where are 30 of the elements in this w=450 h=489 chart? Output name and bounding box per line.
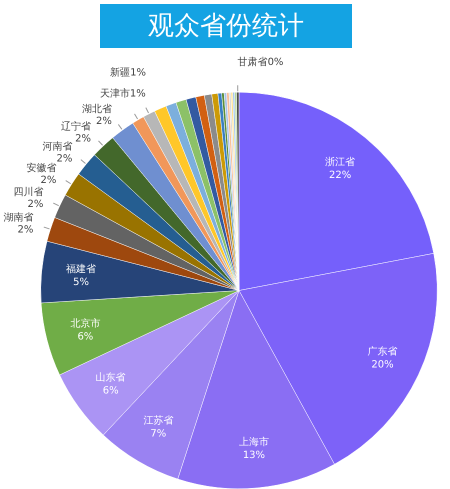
slice-label: 辽宁省 xyxy=(60,120,91,132)
data-label: 2% xyxy=(75,133,91,144)
data-label: 2% xyxy=(56,153,72,164)
slice-label: 新疆1% xyxy=(110,66,146,78)
data-label: 6% xyxy=(102,385,119,396)
data-label: 2% xyxy=(40,175,56,186)
slice-label: 安徽省 xyxy=(26,162,56,174)
slice-label: 江苏省 xyxy=(143,414,174,427)
slice-label: 福建省 xyxy=(66,263,96,276)
data-label: 2% xyxy=(96,116,112,128)
data-label: 6% xyxy=(77,332,94,343)
data-label: 13% xyxy=(242,450,266,461)
slice-label: 四川省 xyxy=(13,186,44,198)
data-label: 20% xyxy=(371,360,394,371)
slice-label: 浙江省 xyxy=(325,156,356,168)
slice-label: 山东省 xyxy=(96,371,126,384)
slice-label: 广东省 xyxy=(368,346,398,358)
slice-label: 北京市 xyxy=(70,318,100,330)
data-label: 5% xyxy=(73,277,90,288)
data-label: 22% xyxy=(328,170,352,181)
slice-label: 天津市1% xyxy=(100,88,146,100)
slice-label: 河南省 xyxy=(42,140,72,152)
data-label: 2% xyxy=(27,199,44,210)
data-label: 2% xyxy=(17,224,34,236)
slice-label: 上海市 xyxy=(238,436,269,448)
slice-label: 甘肃省0% xyxy=(238,56,284,68)
chart-title: 观众省份统计 xyxy=(100,4,352,48)
slice-label: 湖南省 xyxy=(3,211,34,224)
data-label: 7% xyxy=(150,428,166,440)
slice-label: 湖北省 xyxy=(82,103,112,116)
